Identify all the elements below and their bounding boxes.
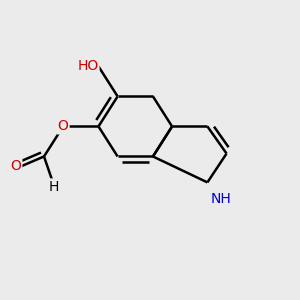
Text: O: O (58, 119, 69, 134)
Text: O: O (11, 159, 21, 173)
Text: H: H (49, 179, 59, 194)
Text: HO: HO (77, 59, 98, 74)
Text: NH: NH (210, 192, 231, 206)
